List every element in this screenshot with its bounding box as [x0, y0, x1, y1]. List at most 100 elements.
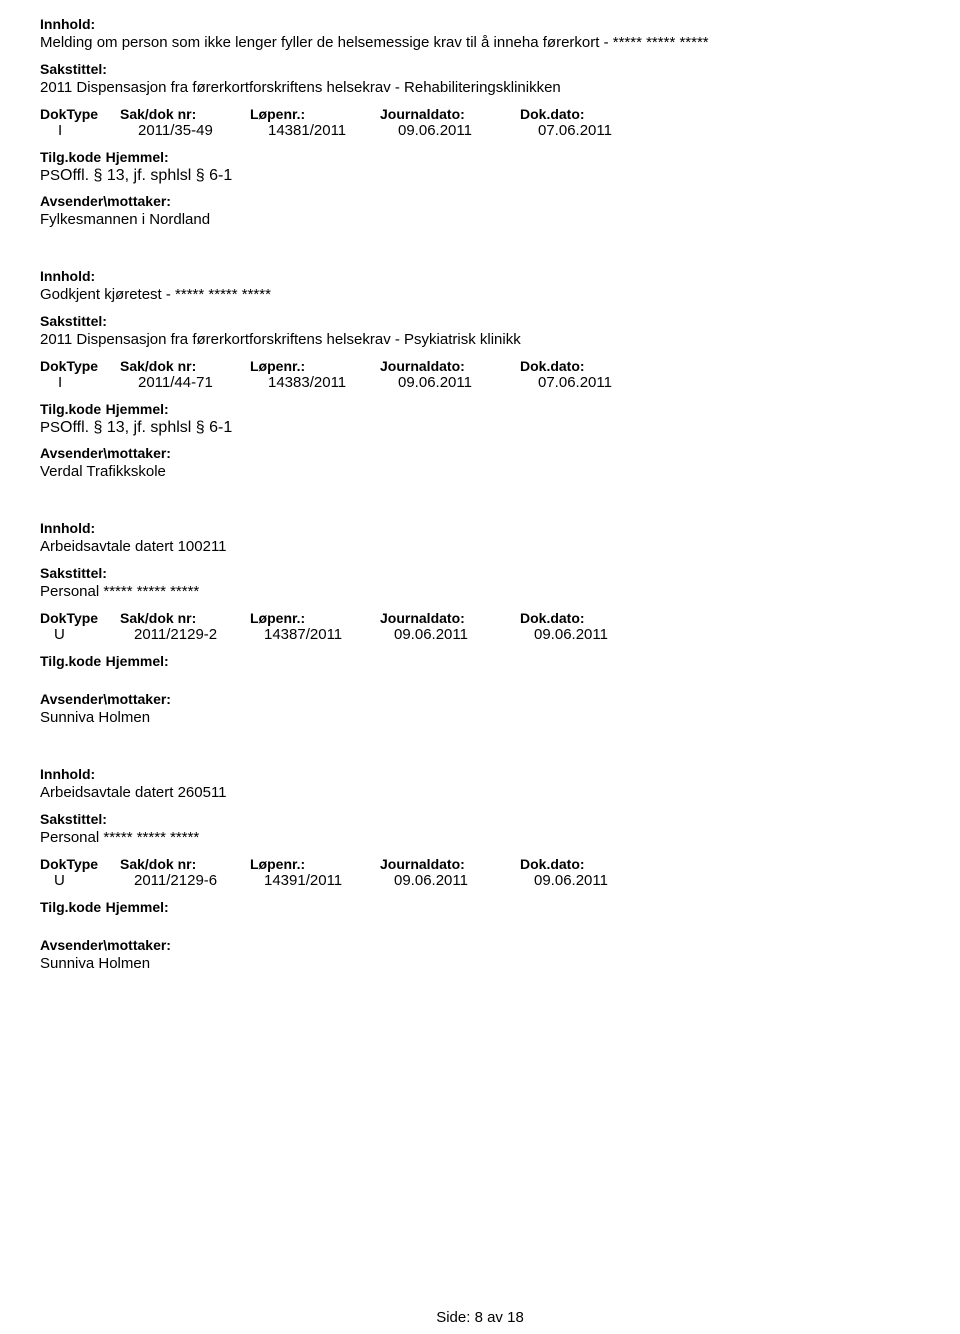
- dokdato-label: Dok.dato:: [520, 358, 660, 374]
- avsender-label: Avsender\mottaker:: [40, 445, 920, 461]
- sakdok-value: 2011/2129-6: [134, 872, 264, 889]
- dokdato-value: 09.06.2011: [534, 872, 674, 889]
- journal-entry: Innhold: Melding om person som ikke leng…: [40, 16, 920, 228]
- lopenr-label: Løpenr.:: [250, 106, 380, 122]
- hjemmel-label: Hjemmel:: [106, 149, 169, 165]
- tilg-row: Tilg.kode Hjemmel:: [40, 653, 920, 671]
- journal-entry: Innhold: Godkjent kjøretest - ***** ****…: [40, 268, 920, 480]
- journal-entry: Innhold: Arbeidsavtale datert 100211 Sak…: [40, 520, 920, 726]
- doktype-label: DokType: [40, 358, 120, 374]
- journaldato-value: 09.06.2011: [394, 872, 534, 889]
- tilgkode-label: Tilg.kode: [40, 653, 101, 669]
- meta-header-row: DokType Sak/dok nr: Løpenr.: Journaldato…: [40, 106, 920, 122]
- tilg-row: Tilg.kode Hjemmel:: [40, 149, 920, 167]
- page-footer: Side: 8 av 18: [40, 1309, 920, 1326]
- sakdok-label: Sak/dok nr:: [120, 358, 250, 374]
- sakdok-label: Sak/dok nr:: [120, 106, 250, 122]
- hjemmel-label: Hjemmel:: [106, 653, 169, 669]
- sakstittel-value: 2011 Dispensasjon fra førerkortforskrift…: [40, 331, 920, 348]
- journaldato-value: 09.06.2011: [398, 374, 538, 391]
- tilg-row: Tilg.kode Hjemmel:: [40, 401, 920, 419]
- meta-value-row: U 2011/2129-6 14391/2011 09.06.2011 09.0…: [40, 872, 920, 889]
- dokdato-label: Dok.dato:: [520, 856, 660, 872]
- dokdato-label: Dok.dato:: [520, 610, 660, 626]
- page-total: 18: [507, 1309, 524, 1326]
- tilgkode-label: Tilg.kode: [40, 899, 101, 915]
- meta-header-row: DokType Sak/dok nr: Løpenr.: Journaldato…: [40, 358, 920, 374]
- dokdato-value: 09.06.2011: [534, 626, 674, 643]
- av-label: av: [487, 1309, 503, 1326]
- journaldato-label: Journaldato:: [380, 106, 520, 122]
- page: Innhold: Melding om person som ikke leng…: [0, 0, 960, 1334]
- innhold-value: Arbeidsavtale datert 260511: [40, 784, 920, 801]
- hjemmel-value: Offl. § 13, jf. sphlsl § 6-1: [60, 419, 232, 437]
- journaldato-label: Journaldato:: [380, 856, 520, 872]
- doktype-value: I: [40, 122, 138, 139]
- innhold-label: Innhold:: [40, 268, 920, 284]
- meta-value-row: U 2011/2129-2 14387/2011 09.06.2011 09.0…: [40, 626, 920, 643]
- tilg-value-row: PS Offl. § 13, jf. sphlsl § 6-1: [40, 419, 920, 437]
- avsender-label: Avsender\mottaker:: [40, 193, 920, 209]
- doktype-value: I: [40, 374, 138, 391]
- journaldato-label: Journaldato:: [380, 358, 520, 374]
- avsender-value: Sunniva Holmen: [40, 955, 920, 972]
- lopenr-value: 14383/2011: [268, 374, 398, 391]
- sakdok-value: 2011/35-49: [138, 122, 268, 139]
- side-label: Side:: [436, 1309, 470, 1326]
- innhold-value: Godkjent kjøretest - ***** ***** *****: [40, 286, 920, 303]
- avsender-label: Avsender\mottaker:: [40, 691, 920, 707]
- innhold-value: Arbeidsavtale datert 100211: [40, 538, 920, 555]
- tilgkode-value: PS: [40, 167, 60, 184]
- tilgkode-label: Tilg.kode: [40, 401, 101, 417]
- tilgkode-label: Tilg.kode: [40, 149, 101, 165]
- meta-header-row: DokType Sak/dok nr: Løpenr.: Journaldato…: [40, 856, 920, 872]
- sakdok-value: 2011/44-71: [138, 374, 268, 391]
- avsender-value: Verdal Trafikkskole: [40, 463, 920, 480]
- lopenr-label: Løpenr.:: [250, 610, 380, 626]
- dokdato-label: Dok.dato:: [520, 106, 660, 122]
- page-current: 8: [475, 1309, 483, 1326]
- sakstittel-label: Sakstittel:: [40, 61, 920, 77]
- tilg-value-row: PS Offl. § 13, jf. sphlsl § 6-1: [40, 167, 920, 185]
- dokdato-value: 07.06.2011: [538, 374, 678, 391]
- hjemmel-label: Hjemmel:: [106, 899, 169, 915]
- sakstittel-value: 2011 Dispensasjon fra førerkortforskrift…: [40, 79, 920, 96]
- sakstittel-label: Sakstittel:: [40, 811, 920, 827]
- meta-value-row: I 2011/44-71 14383/2011 09.06.2011 07.06…: [40, 374, 920, 391]
- sakstittel-label: Sakstittel:: [40, 565, 920, 581]
- doktype-value: U: [40, 872, 134, 889]
- journaldato-value: 09.06.2011: [394, 626, 534, 643]
- journal-entry: Innhold: Arbeidsavtale datert 260511 Sak…: [40, 766, 920, 972]
- tilgkode-value: PS: [40, 419, 60, 436]
- avsender-value: Sunniva Holmen: [40, 709, 920, 726]
- meta-header-row: DokType Sak/dok nr: Løpenr.: Journaldato…: [40, 610, 920, 626]
- innhold-value: Melding om person som ikke lenger fyller…: [40, 34, 920, 51]
- meta-value-row: I 2011/35-49 14381/2011 09.06.2011 07.06…: [40, 122, 920, 139]
- innhold-label: Innhold:: [40, 766, 920, 782]
- sakstittel-value: Personal ***** ***** *****: [40, 583, 920, 600]
- lopenr-label: Løpenr.:: [250, 358, 380, 374]
- doktype-label: DokType: [40, 106, 120, 122]
- avsender-label: Avsender\mottaker:: [40, 937, 920, 953]
- hjemmel-value: Offl. § 13, jf. sphlsl § 6-1: [60, 167, 232, 185]
- lopenr-value: 14381/2011: [268, 122, 398, 139]
- sakdok-label: Sak/dok nr:: [120, 610, 250, 626]
- doktype-label: DokType: [40, 856, 120, 872]
- journaldato-value: 09.06.2011: [398, 122, 538, 139]
- sakdok-value: 2011/2129-2: [134, 626, 264, 643]
- tilg-row: Tilg.kode Hjemmel:: [40, 899, 920, 917]
- innhold-label: Innhold:: [40, 16, 920, 32]
- journaldato-label: Journaldato:: [380, 610, 520, 626]
- lopenr-label: Løpenr.:: [250, 856, 380, 872]
- sakstittel-label: Sakstittel:: [40, 313, 920, 329]
- avsender-value: Fylkesmannen i Nordland: [40, 211, 920, 228]
- dokdato-value: 07.06.2011: [538, 122, 678, 139]
- sakdok-label: Sak/dok nr:: [120, 856, 250, 872]
- doktype-label: DokType: [40, 610, 120, 626]
- lopenr-value: 14387/2011: [264, 626, 394, 643]
- innhold-label: Innhold:: [40, 520, 920, 536]
- sakstittel-value: Personal ***** ***** *****: [40, 829, 920, 846]
- doktype-value: U: [40, 626, 134, 643]
- hjemmel-label: Hjemmel:: [106, 401, 169, 417]
- lopenr-value: 14391/2011: [264, 872, 394, 889]
